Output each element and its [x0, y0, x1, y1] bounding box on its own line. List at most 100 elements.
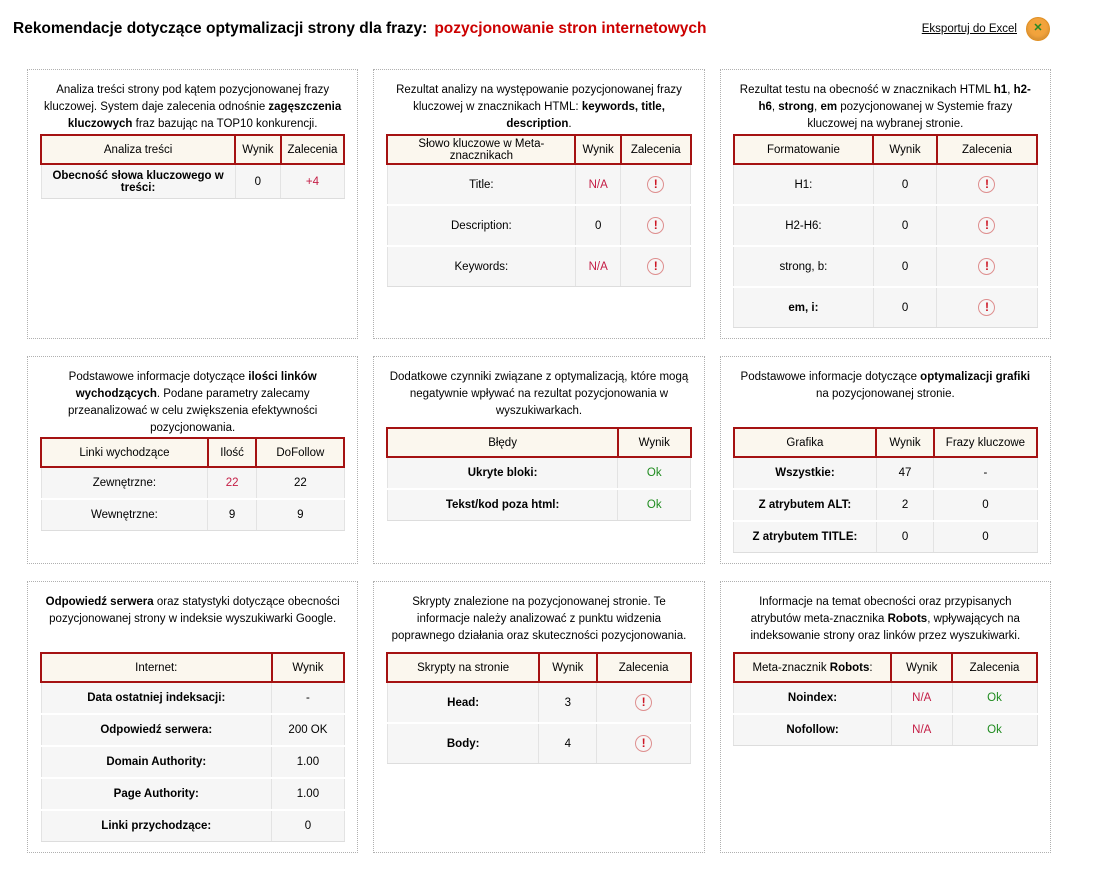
cell-value: 0: [875, 521, 935, 553]
column-header: Wynik: [234, 134, 282, 165]
column-header: Zalecenia: [279, 134, 346, 165]
cell-value: 0: [872, 205, 938, 247]
column-header: Zalecenia: [595, 652, 692, 683]
table-header-row: Błędy Wynik: [386, 427, 692, 458]
cell-value: 22: [207, 467, 257, 500]
row-label: Tekst/kod poza html:: [386, 489, 619, 521]
warning-icon[interactable]: !: [647, 217, 665, 234]
table-row: Linki przychodzące: 0: [40, 810, 345, 842]
panel-description: Analiza treści strony pod kątem pozycjon…: [40, 82, 345, 134]
warning-icon[interactable]: !: [978, 299, 996, 316]
cell-recommendation: !: [620, 246, 692, 287]
cell-value: N/A: [574, 164, 622, 206]
description-text: Podstawowe informacje dotyczące: [68, 371, 249, 383]
row-label: H2-H6:: [733, 205, 874, 247]
cell-value: N/A: [574, 246, 622, 287]
panel-images: Podstawowe informacje dotyczące optymali…: [719, 356, 1051, 564]
row-label: Keywords:: [386, 246, 576, 287]
warning-icon[interactable]: !: [978, 258, 996, 275]
row-label: Z atrybutem ALT:: [733, 489, 877, 522]
cell-value: N/A: [890, 714, 953, 746]
table-row: Z atrybutem TITLE: 0 0: [733, 521, 1038, 553]
cell-value: 0: [933, 489, 1038, 522]
cell-recommendation: !: [936, 246, 1038, 288]
cell-value: -: [933, 457, 1038, 490]
cell-value: 0: [872, 164, 938, 206]
row-label: Body:: [386, 723, 540, 764]
page-title-prefix: Rekomendacje dotyczące optymalizacji str…: [13, 20, 428, 37]
description-text: h1: [993, 84, 1008, 96]
table-row: H2-H6: 0 !: [733, 205, 1038, 247]
warning-icon[interactable]: !: [647, 176, 665, 193]
panel-html-formatting: Rezultat testu na obecność w znacznikach…: [719, 69, 1051, 339]
row-label: em, i:: [733, 287, 874, 328]
warning-icon[interactable]: !: [978, 217, 996, 234]
table-row: Description: 0 !: [386, 205, 692, 247]
row-label: Noindex:: [733, 682, 892, 715]
table-row: Nofollow: N/A Ok: [733, 714, 1038, 746]
table-header-row: Meta-znacznik Robots: Wynik Zalecenia: [732, 652, 1038, 683]
cell-value: 0: [872, 287, 938, 328]
table-row: em, i: 0 !: [733, 287, 1038, 328]
cell-recommendation: !: [620, 164, 692, 206]
row-label: Linki przychodzące:: [40, 810, 273, 842]
row-label: Description:: [386, 205, 576, 247]
description-text: zagęszczenia kluczowych: [67, 101, 342, 130]
export-to-excel-link[interactable]: Eksportuj do Excel: [921, 23, 1017, 35]
panel-description: Skrypty znalezione na pozycjonowanej str…: [386, 594, 691, 652]
warning-icon[interactable]: !: [647, 258, 665, 275]
cell-recommendation: !: [936, 287, 1038, 328]
cell-value: +4: [280, 164, 345, 199]
cell-value: 0: [234, 164, 282, 199]
panel-description: Dodatkowe czynniki związane z optymaliza…: [386, 369, 691, 427]
cell-value: 1.00: [271, 746, 345, 779]
table-row: Title: N/A !: [386, 164, 692, 206]
cell-value: 0: [574, 205, 622, 247]
scripts-table: Skrypty na stronie Wynik Zalecenia Head:…: [386, 652, 692, 764]
table-header-row: Skrypty na stronie Wynik Zalecenia: [386, 652, 692, 683]
table-row: H1: 0 !: [733, 164, 1038, 206]
warning-icon[interactable]: !: [635, 694, 653, 711]
row-label: Domain Authority:: [40, 746, 273, 779]
panel-description: Rezultat analizy na występowanie pozycjo…: [386, 82, 691, 134]
column-header: Wynik: [574, 134, 622, 165]
column-header: Meta-znacznik Robots:: [732, 652, 893, 683]
cell-value: Ok: [951, 682, 1038, 715]
description-text: na pozycjonowanej stronie.: [815, 388, 955, 400]
description-text: pozycjonowanej w Systemie frazy kluczowe…: [807, 101, 1013, 130]
column-header-text: Robots: [829, 661, 870, 674]
row-label: Z atrybutem TITLE:: [733, 521, 877, 553]
warning-icon[interactable]: !: [635, 735, 653, 752]
cell-recommendation: !: [620, 205, 692, 247]
description-text: Odpowiedź serwera: [45, 596, 154, 608]
server-response-table: Internet: Wynik Data ostatniej indeksacj…: [40, 652, 346, 842]
cell-value: 9: [207, 499, 257, 531]
column-header: Skrypty na stronie: [386, 652, 540, 683]
panel-errors: Dodatkowe czynniki związane z optymaliza…: [373, 356, 705, 564]
column-header: Internet:: [40, 652, 273, 683]
row-label: Zewnętrzne:: [40, 467, 209, 500]
description-text: ilości linków wychodzących: [75, 371, 317, 400]
table-header-row: Linki wychodzące Ilość DoFollow: [40, 437, 346, 468]
warning-icon[interactable]: !: [978, 176, 996, 193]
cell-value: 22: [255, 467, 345, 500]
column-header: Grafika: [732, 427, 878, 458]
description-text: fraz bazując na TOP10 konkurencji.: [132, 118, 318, 130]
description-text: optymalizacji grafiki: [920, 371, 1031, 383]
column-header: Zalecenia: [619, 134, 692, 165]
panel-description: Podstawowe informacje dotyczące optymali…: [733, 369, 1038, 427]
table-row: Obecność słowa kluczowego w treści: 0 +4: [40, 164, 345, 199]
cell-value: Ok: [951, 714, 1038, 746]
description-text: Analiza treści strony pod kątem pozycjon…: [44, 84, 330, 113]
description-text: oraz statystyki dotyczące obecności pozy…: [49, 596, 340, 625]
panel-server-response: Odpowiedź serwera oraz statystyki dotycz…: [27, 581, 359, 853]
column-header: DoFollow: [255, 437, 346, 468]
column-header-text: :: [869, 661, 873, 674]
cell-value: 2: [875, 489, 935, 522]
table-row: Noindex: N/A Ok: [733, 682, 1038, 715]
panels-grid: Analiza treści strony pod kątem pozycjon…: [27, 69, 1051, 853]
keyword-phrase: pozycjonowanie stron internetowych: [434, 20, 707, 37]
export-to-excel[interactable]: Eksportuj do Excel ✕: [922, 17, 1050, 41]
panel-meta-tags: Rezultat analizy na występowanie pozycjo…: [373, 69, 705, 339]
table-row: strong, b: 0 !: [733, 246, 1038, 288]
